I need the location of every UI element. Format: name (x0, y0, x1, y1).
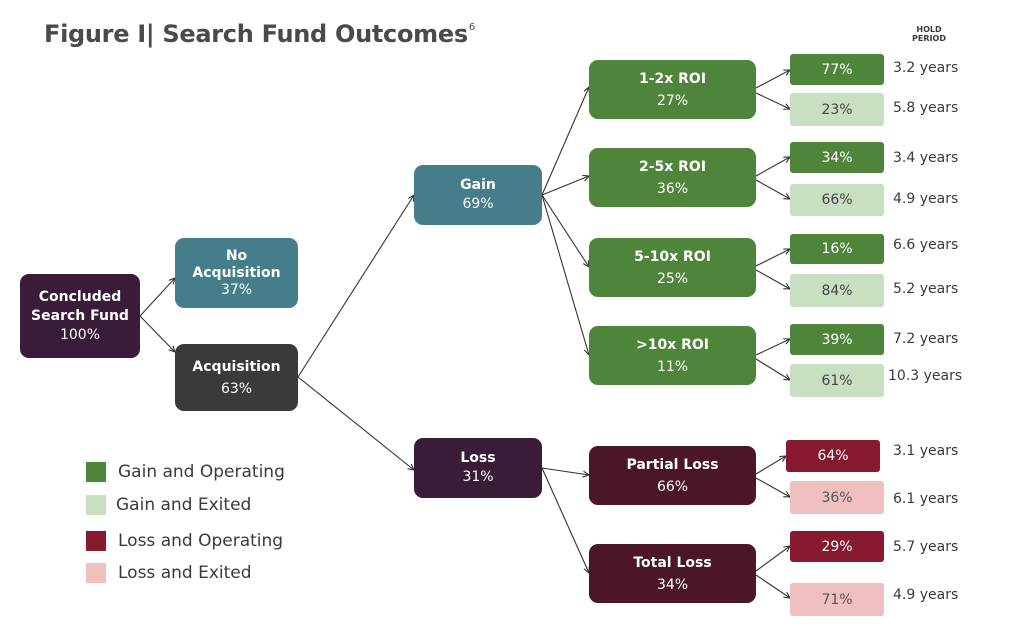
hold-period-years: 6.6 years (893, 237, 959, 253)
edge-roi-2-5x-to-operating (755, 157, 790, 177)
hold-period-years: 5.2 years (893, 281, 959, 297)
hold-period-years: 4.9 years (893, 587, 959, 603)
hold-period-years: 5.7 years (893, 539, 959, 555)
node-label: Loss (460, 450, 496, 466)
leaf-gain-exited: 61% (790, 364, 884, 397)
leaf-gain-exited: 84% (790, 274, 884, 307)
leaf-loss-operating: 64% (786, 440, 880, 472)
node-roi-1-2x: 1-2x ROI 27% (589, 60, 756, 119)
node-label: Acquisition (192, 358, 281, 375)
node-percentage: 27% (656, 92, 689, 109)
legend-label: Gain and Operating (118, 462, 285, 482)
legend-label: Loss and Operating (118, 531, 284, 551)
edge-gain-to-roi-1-2x (541, 87, 589, 196)
legend-swatch-gain-operating (86, 462, 106, 482)
edge-total-loss-to-exited (755, 574, 790, 598)
node-percentage: 66% (656, 478, 689, 495)
hold-period-years: 4.9 years (893, 191, 959, 207)
legend-swatch-gain-exited (86, 495, 106, 515)
footnote-marker: 6 (468, 22, 475, 33)
hold-period-years: 3.2 years (893, 60, 959, 76)
node-label: Acquisition (192, 264, 281, 281)
edge-roi-1-2x-to-operating (755, 70, 790, 89)
edge-total-loss-to-operating (755, 546, 790, 572)
node-concluded-search-fund: Concluded Search Fund 100% (20, 274, 140, 358)
node-label: Partial Loss (626, 456, 719, 473)
node-label: >10x ROI (635, 336, 709, 353)
node-roi-2-5x: 2-5x ROI 36% (589, 148, 756, 207)
node-label: 5-10x ROI (634, 248, 711, 265)
edge-acquisition-to-loss (297, 376, 414, 470)
hold-period-years: 3.1 years (893, 443, 959, 459)
node-percentage: 31% (462, 469, 494, 485)
figure-title: Figure I| Search Fund Outcomes6 (44, 20, 475, 48)
hold-period-header: HOLD PERIOD (900, 25, 958, 43)
edge-roi-over-10x-to-operating (755, 339, 790, 356)
edge-roi-5-10x-to-exited (755, 269, 790, 289)
node-percentage: 37% (220, 281, 253, 298)
leaf-gain-operating: 34% (790, 142, 884, 173)
node-percentage: 36% (656, 180, 689, 197)
node-percentage: 11% (656, 358, 689, 375)
node-roi-over-10x: >10x ROI 11% (589, 326, 756, 385)
node-percentage: 63% (220, 380, 253, 397)
hold-period-years: 10.3 years (888, 368, 963, 384)
hold-period-years: 3.4 years (893, 150, 959, 166)
node-label: No (225, 247, 248, 264)
legend-swatch-loss-exited (86, 563, 106, 583)
edge-roi-5-10x-to-operating (755, 249, 790, 267)
edge-gain-to-roi-5-10x (541, 194, 589, 267)
leaf-loss-operating: 29% (790, 531, 884, 562)
node-partial-loss: Partial Loss 66% (589, 446, 756, 505)
node-loss: Loss 31% (414, 438, 542, 498)
node-total-loss: Total Loss 34% (589, 544, 756, 603)
edge-partial-loss-to-operating (755, 456, 786, 475)
edge-gain-to-roi-over-10x (541, 194, 589, 355)
node-percentage: 100% (59, 326, 101, 343)
leaf-gain-operating: 77% (790, 54, 884, 85)
edge-roi-1-2x-to-exited (755, 92, 790, 109)
edge-loss-to-partial-loss (541, 467, 589, 475)
hold-period-years: 6.1 years (893, 491, 959, 507)
legend-swatch-loss-operating (86, 531, 106, 551)
node-percentage: 34% (656, 576, 689, 593)
edge-roi-2-5x-to-exited (755, 179, 790, 199)
legend-label: Loss and Exited (118, 563, 252, 583)
hold-period-years: 7.2 years (893, 331, 959, 347)
node-acquisition: Acquisition 63% (175, 344, 298, 411)
legend-label: Gain and Exited (116, 495, 252, 515)
leaf-loss-exited: 71% (790, 583, 884, 616)
edge-gain-to-roi-2-5x (541, 176, 589, 196)
node-percentage: 25% (656, 270, 689, 287)
node-label: Search Fund (31, 307, 129, 324)
leaf-gain-operating: 16% (790, 234, 884, 264)
node-label: 1-2x ROI (638, 70, 707, 87)
edge-root-to-no-acquisition (139, 278, 175, 317)
leaf-gain-exited: 23% (790, 93, 884, 126)
hold-period-header-line-2: PERIOD (912, 34, 946, 43)
edge-acquisition-to-gain (297, 195, 414, 378)
leaf-gain-exited: 66% (790, 184, 884, 216)
leaf-gain-operating: 39% (790, 324, 884, 355)
edge-root-to-acquisition (139, 315, 175, 352)
leaf-loss-exited: 36% (790, 481, 884, 514)
edge-partial-loss-to-exited (755, 477, 790, 497)
node-percentage: 69% (462, 196, 494, 212)
node-label: Concluded (38, 288, 122, 305)
node-roi-5-10x: 5-10x ROI 25% (589, 238, 756, 297)
hold-period-header-line-1: HOLD (916, 25, 942, 34)
node-no-acquisition: No Acquisition 37% (175, 238, 298, 308)
edge-roi-over-10x-to-exited (755, 358, 790, 380)
node-label: Total Loss (633, 554, 712, 571)
node-label: Gain (460, 177, 496, 193)
hold-period-years: 5.8 years (893, 100, 959, 116)
node-label: 2-5x ROI (638, 158, 707, 175)
edge-loss-to-total-loss (541, 467, 589, 573)
node-gain: Gain 69% (414, 165, 542, 225)
